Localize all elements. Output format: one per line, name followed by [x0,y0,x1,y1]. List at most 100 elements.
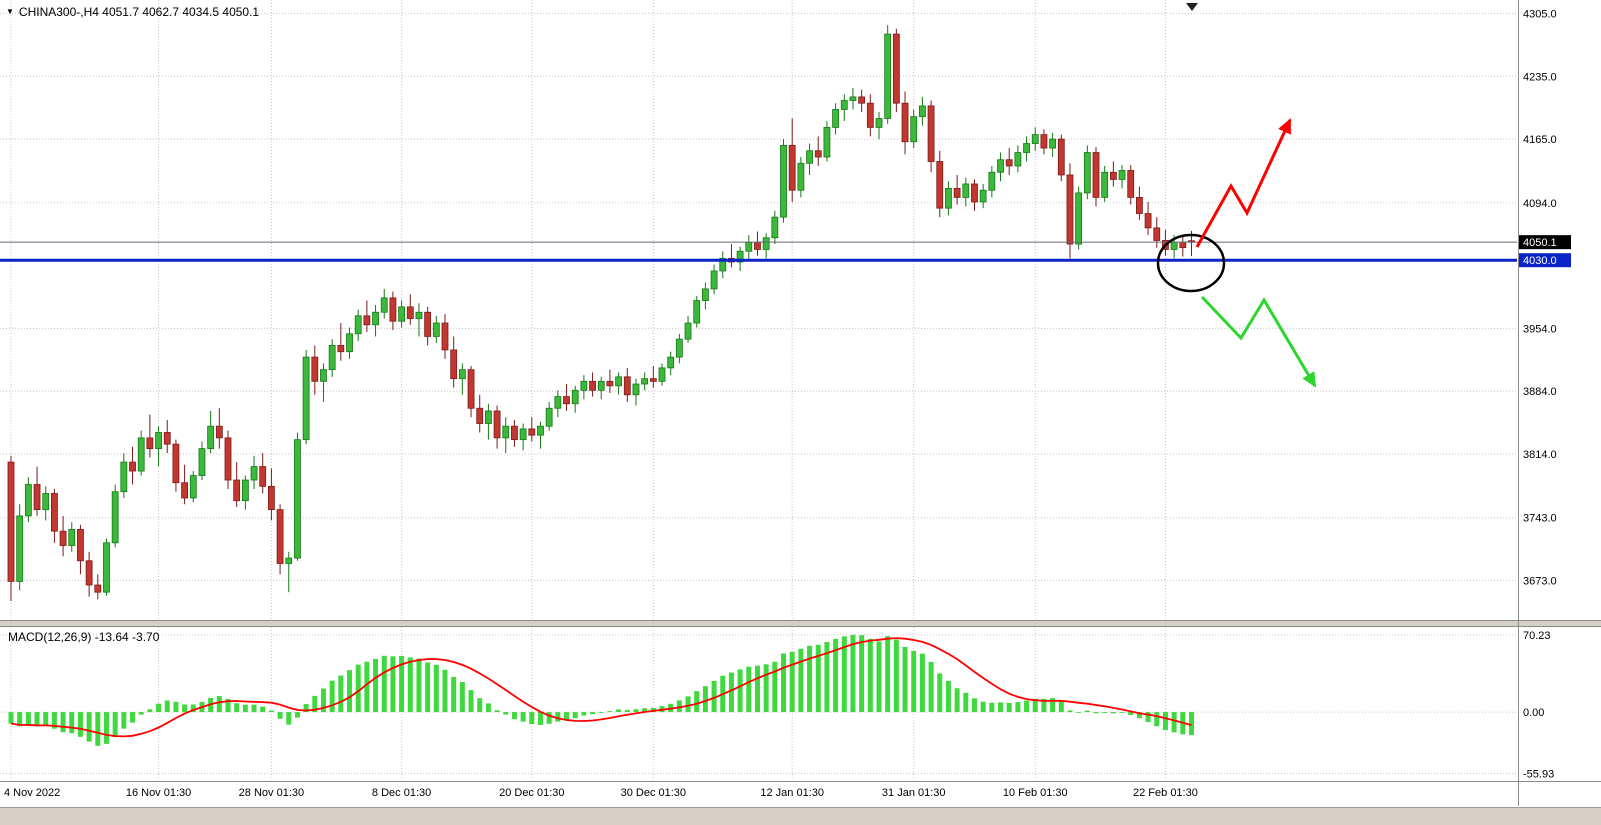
macd-histogram-bar [746,666,752,713]
candle-bearish [406,306,414,319]
time-axis-label: 31 Jan 01:30 [882,787,946,799]
candle-bearish [85,560,93,586]
macd-histogram-bar [789,651,795,713]
candle-bullish [615,376,622,387]
macd-histogram-bar [893,639,899,713]
chart-shift-marker [1186,3,1198,11]
macd-histogram-bar [338,675,344,713]
macd-histogram-bar [34,712,40,727]
candle-bearish [129,461,136,472]
bullish-scenario-arrow[interactable] [1195,118,1292,248]
macd-histogram-bar [702,686,708,713]
macd-histogram-bar [242,704,248,713]
candle-bullish [372,311,379,326]
candle-bullish [1083,152,1091,194]
candle-bullish [919,105,926,118]
macd-histogram-bar [8,712,14,724]
candle-bearish [94,584,102,593]
candle-bullish [571,389,579,405]
time-axis-label: 12 Jan 01:30 [760,787,824,799]
candle-bullish [198,448,206,476]
candle-bullish [762,237,770,250]
macd-histogram-bar [86,712,92,742]
candle-bullish [111,491,119,544]
candle-bullish [1049,138,1056,149]
candle-bearish [1179,241,1187,249]
candle-bearish [267,485,275,511]
macd-histogram-bar [859,635,865,713]
candle-bearish [1066,174,1074,245]
candle-bullish [693,300,701,324]
candle-bearish [1144,213,1152,229]
candle-bearish [563,396,570,405]
candle-bearish [7,461,15,582]
candle-bullish [832,109,839,128]
candle-bearish [363,315,371,326]
time-axis-label: 30 Dec 01:30 [621,787,686,799]
macd-histogram-bar [598,712,604,713]
candle-bullish [1101,171,1109,198]
highlight-circle[interactable] [1156,233,1226,293]
macd-histogram-bar [937,673,943,713]
macd-histogram-bar [77,712,83,737]
macd-signal-line [10,637,1192,738]
price-axis-label: 4235.0 [1523,71,1557,83]
macd-histogram-bar [694,691,700,713]
candle-bullish [884,33,892,119]
candle-bullish [1170,241,1178,250]
macd-histogram-bar [989,702,995,713]
bearish-scenario-arrow[interactable] [1200,295,1317,388]
panel-splitter[interactable] [0,621,1601,626]
macd-histogram-bar [520,712,526,722]
candle-bullish [702,288,709,301]
candle-bearish [77,528,84,562]
macd-histogram-bar [416,658,422,713]
macd-histogram-bar [459,682,465,713]
candle-bullish [432,322,440,337]
macd-histogram-bar [798,648,804,713]
candle-bearish [788,144,796,191]
candle-bullish [502,425,510,439]
macd-histogram-bar [112,712,118,738]
candle-bearish [311,356,319,382]
macd-histogram-bar [590,712,596,715]
chart-canvas[interactable]: 4 Nov 2022 16 Nov 01:30 28 Nov 01:30 8 Dec … [0,0,1601,807]
candle-bearish [1040,134,1048,149]
candle-bullish [346,333,353,353]
horizontal-scrollbar[interactable] [0,807,1601,825]
macd-histogram-bar [390,656,396,713]
candle-bullish [667,356,675,369]
candle-bullish [320,369,327,382]
macd-histogram-bar [130,712,136,723]
price-axis-label: 3884.0 [1523,386,1557,398]
macd-histogram-bar [963,692,969,713]
macd-histogram-bar [1006,702,1012,713]
candle-bullish [1118,170,1126,180]
candle-bearish [233,479,241,502]
candle-bullish [580,380,588,391]
macd-histogram-bar [477,698,483,713]
macd-axis-label: -55.93 [1523,769,1554,781]
macd-histogram-bar [841,636,847,713]
candle-bullish [771,216,779,239]
candle-bullish [380,297,388,313]
candle-bearish [892,33,900,104]
candle-bullish [458,369,466,380]
candle-bullish [484,410,492,424]
macd-histogram-bar [676,700,682,713]
macd-histogram-bar [329,680,335,713]
candle-bearish [858,96,866,104]
candle-bullish [554,396,562,409]
macd-histogram-bar [451,676,457,713]
macd-histogram-bar [1041,698,1047,713]
macd-histogram-bar [138,712,144,715]
candle-bearish [259,466,267,487]
candle-bearish [1057,138,1065,176]
annotation-layer [1156,118,1317,388]
macd-histogram-bar [624,709,630,713]
price-badge-text: 4050.1 [1523,237,1557,249]
macd-histogram-bar [225,698,231,713]
price-badge [1519,235,1571,250]
candle-bullish [945,188,952,209]
candle-bearish [528,428,536,436]
